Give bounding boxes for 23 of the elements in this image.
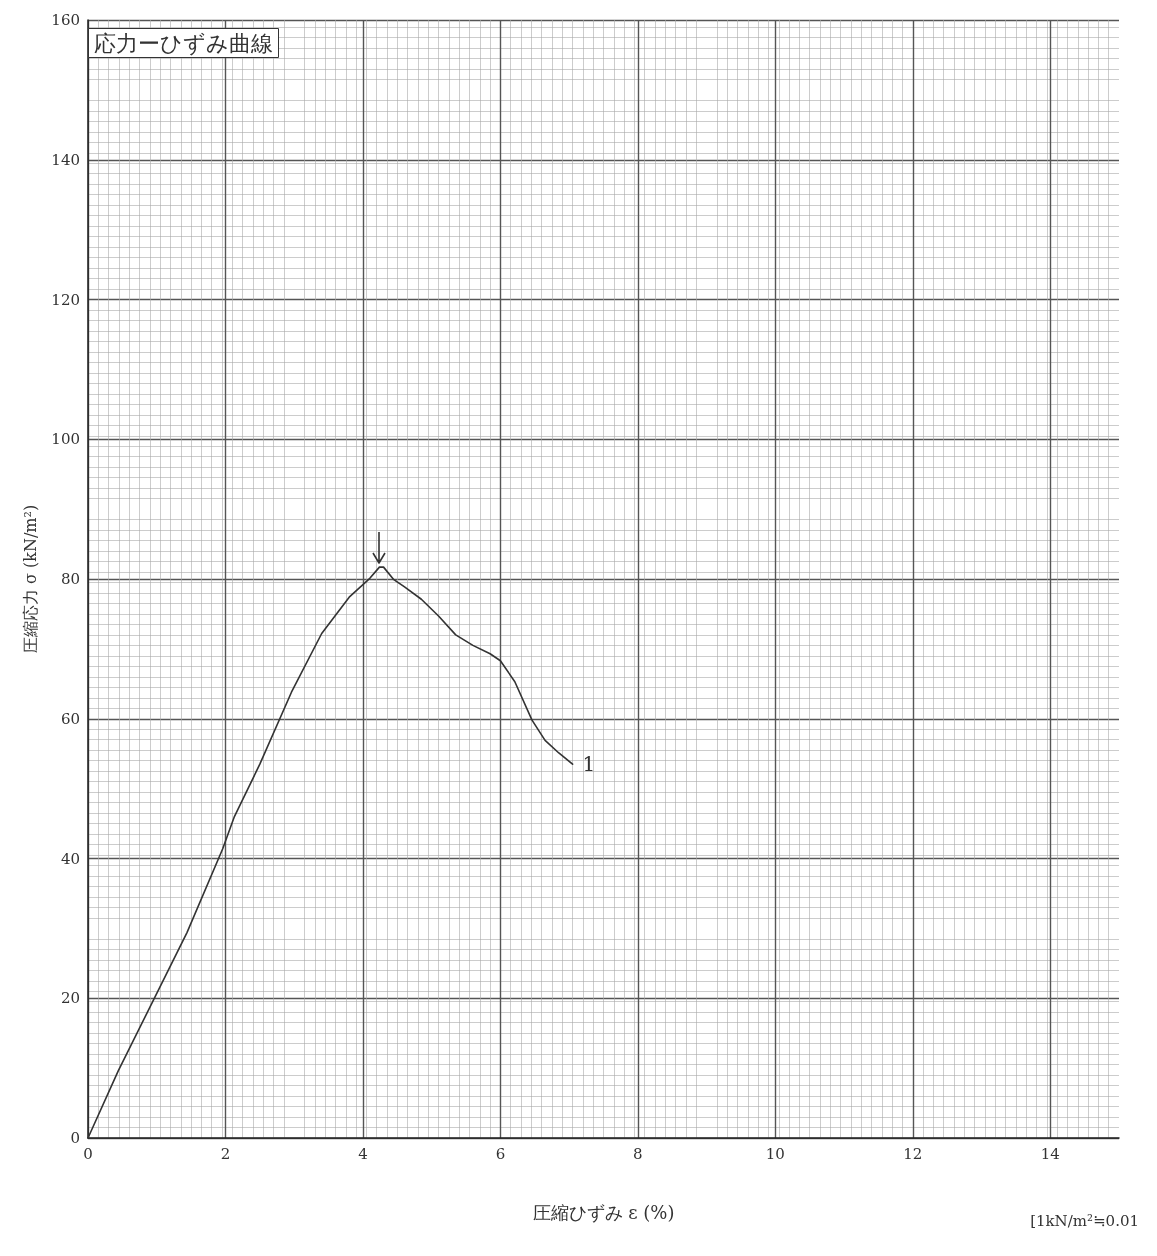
y-tick-label: 0 bbox=[70, 1129, 80, 1147]
x-tick-label: 2 bbox=[220, 1144, 231, 1163]
x-axis-title: 圧縮ひずみ ε (%) bbox=[532, 1201, 675, 1223]
y-tick-label: 140 bbox=[51, 150, 80, 169]
y-tick-label: 120 bbox=[51, 290, 80, 309]
y-tick-label: 80 bbox=[60, 570, 80, 588]
x-tick-label: 10 bbox=[765, 1144, 785, 1163]
y-tick-label: 160 bbox=[51, 11, 80, 29]
x-tick-label: 0 bbox=[83, 1144, 93, 1163]
y-tick-label: 100 bbox=[51, 430, 80, 449]
x-tick-label: 14 bbox=[1040, 1144, 1060, 1163]
x-tick-label: 8 bbox=[633, 1144, 643, 1163]
x-tick-label: 12 bbox=[903, 1144, 923, 1163]
text: 応力ーひずみ曲線 bbox=[94, 30, 273, 56]
y-axis-title: 圧縮応力 σ (kN/m²) bbox=[20, 504, 40, 654]
x-tick-label: 4 bbox=[358, 1144, 368, 1163]
y-tick-label: 60 bbox=[60, 709, 80, 728]
x-tick-label: 6 bbox=[495, 1144, 506, 1163]
series-label: 1 bbox=[582, 752, 596, 777]
line-series bbox=[87, 566, 574, 1139]
y-tick-label: 40 bbox=[60, 849, 80, 868]
text: [1kN/m²≒0.01 bbox=[1030, 1211, 1140, 1230]
y-tick-label: 20 bbox=[60, 989, 80, 1008]
